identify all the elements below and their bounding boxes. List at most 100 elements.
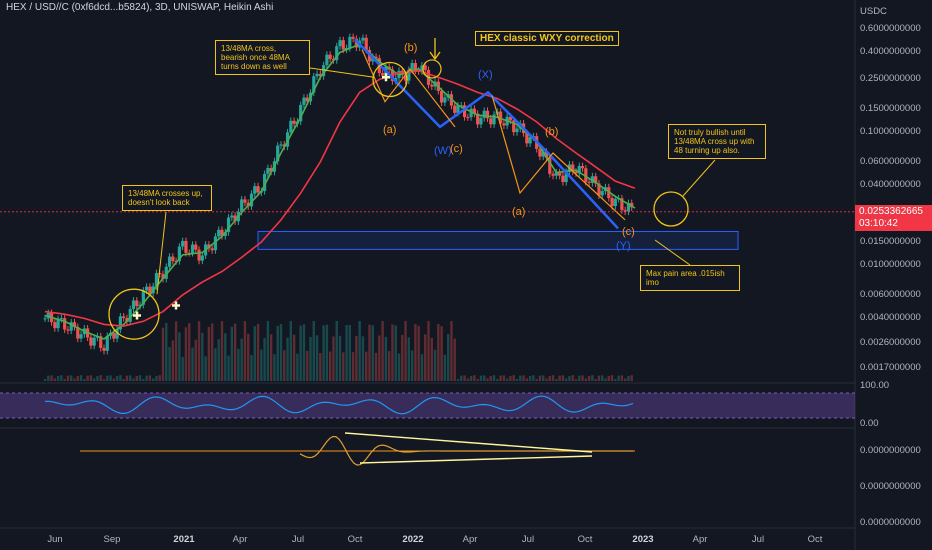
- b-wave-circle: [422, 59, 442, 79]
- volume-bar: [207, 326, 211, 381]
- volume-bar: [401, 334, 404, 381]
- candle-body: [564, 171, 568, 183]
- volume-bar: [174, 321, 178, 381]
- volume-bar: [279, 324, 283, 381]
- volume-bar: [460, 375, 463, 381]
- ma-line-48MA: [44, 70, 636, 327]
- volume-bar: [387, 351, 391, 381]
- volume-bar: [197, 321, 201, 381]
- price-axis-label: 0.0026000000: [860, 337, 921, 349]
- volume-bar: [292, 334, 296, 381]
- osc-axis-label-2: 0.0000000000: [860, 481, 921, 492]
- volume-bar: [240, 338, 243, 381]
- candle-body: [138, 304, 142, 306]
- candle-body: [354, 38, 358, 48]
- time-axis-label: 2022: [402, 534, 424, 545]
- rsi-axis-0: 0.00: [860, 418, 879, 429]
- volume-bar: [312, 321, 315, 381]
- candle-body: [128, 309, 132, 322]
- headline-annotation[interactable]: HEX classic WXY correction: [475, 31, 619, 46]
- time-axis-label: Jun: [47, 534, 63, 545]
- volume-bar: [296, 353, 299, 381]
- candle-body: [181, 240, 185, 247]
- volume-bar: [597, 375, 601, 381]
- volume-bar: [420, 354, 424, 381]
- price-axis-label: 0.0150000000: [860, 235, 921, 247]
- volume-bar: [604, 378, 607, 381]
- note-not-bullish[interactable]: Not truly bullish until 13/48MA cross up…: [668, 124, 766, 159]
- volume-bar: [466, 378, 470, 381]
- chart-title: HEX / USD//C (0xf6dcd...b5824), 3D, UNIS…: [6, 2, 274, 13]
- volume-bar: [509, 375, 512, 381]
- price-axis-label: 0.0060000000: [860, 288, 921, 300]
- rsi-pane: [0, 392, 855, 419]
- last-price: 0.0253362665: [859, 206, 923, 217]
- price-axis-label: 0.1500000000: [860, 102, 921, 114]
- note-cross-bearish[interactable]: 13/48MA cross, bearish once 48MA turns d…: [215, 40, 310, 75]
- volume-bar: [414, 324, 417, 381]
- volume-bar: [132, 378, 135, 381]
- volume-bar: [250, 354, 253, 381]
- volume-bar: [306, 350, 309, 381]
- candle-body: [502, 123, 506, 126]
- candle-body: [561, 175, 565, 183]
- volume-bar: [247, 333, 250, 381]
- volume-bar: [358, 321, 361, 381]
- candle-body: [292, 120, 296, 124]
- price-axis-label: 0.0400000000: [860, 179, 921, 191]
- volume-bar: [135, 375, 138, 381]
- volume-bar: [555, 379, 558, 381]
- candle-body: [230, 215, 234, 218]
- volume-bar: [115, 375, 119, 381]
- connector-max-pain: [654, 239, 691, 266]
- wave-label-Y: (Y): [616, 240, 631, 252]
- candle-body: [544, 151, 549, 158]
- candle-body: [210, 248, 214, 251]
- volume-bar: [155, 375, 158, 381]
- candle-body: [551, 173, 555, 176]
- candle-body: [302, 97, 306, 105]
- volume-bar: [378, 335, 381, 381]
- volume-bar: [243, 321, 247, 381]
- volume-bar: [171, 340, 175, 381]
- volume-bar: [47, 375, 50, 381]
- rsi-line: [44, 395, 634, 415]
- candle-body: [364, 37, 368, 50]
- candle-body: [456, 105, 460, 113]
- volume-bar: [456, 379, 460, 381]
- candle-body: [266, 167, 270, 174]
- time-axis-label: Apr: [692, 534, 708, 545]
- volume-bar: [496, 379, 499, 381]
- volume-bar: [476, 379, 479, 381]
- volume-bar: [551, 375, 555, 381]
- volume-bar: [299, 325, 302, 381]
- volume-bar: [129, 375, 132, 381]
- volume-bar: [217, 339, 220, 381]
- candle-body: [217, 229, 221, 237]
- volume-bar: [525, 378, 529, 381]
- volume-bar: [614, 379, 617, 381]
- volume-bar: [60, 375, 63, 381]
- candle-body: [89, 337, 93, 346]
- future-cross-circle: [653, 191, 689, 227]
- volume-bar: [499, 375, 502, 381]
- volume-bar: [446, 333, 450, 381]
- volume-bar: [210, 323, 214, 381]
- candle-body: [167, 256, 172, 267]
- candle-body: [53, 322, 57, 329]
- price-axis-label: 0.0017000000: [860, 361, 921, 373]
- candle-body: [194, 244, 198, 250]
- volume-bar: [266, 321, 270, 381]
- note-cross-up[interactable]: 13/48MA crosses up, doesn't look back: [122, 185, 212, 211]
- candle-body: [184, 240, 188, 253]
- time-axis-label: Jul: [751, 534, 765, 545]
- price-axis-label: 0.6000000000: [860, 22, 921, 34]
- time-axis-label: Jul: [521, 534, 535, 545]
- candle-body: [79, 334, 83, 339]
- note-max-pain[interactable]: Max pain area .015ish imo: [640, 265, 740, 291]
- volume-bar: [315, 335, 319, 381]
- volume-bar: [601, 375, 604, 381]
- candle-body: [312, 76, 316, 93]
- volume-bar: [342, 352, 345, 381]
